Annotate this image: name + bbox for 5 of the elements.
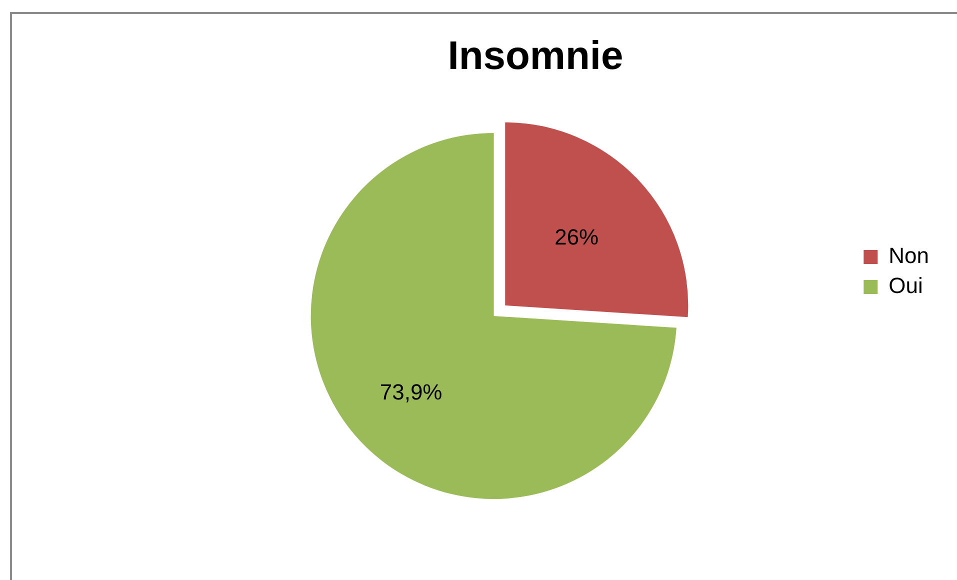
legend-label: Non (888, 243, 929, 268)
data-label: 26% (554, 224, 599, 250)
data-label: 73,9% (380, 380, 442, 405)
chart-title: Insomnie (448, 34, 624, 78)
legend-label: Oui (888, 273, 923, 298)
